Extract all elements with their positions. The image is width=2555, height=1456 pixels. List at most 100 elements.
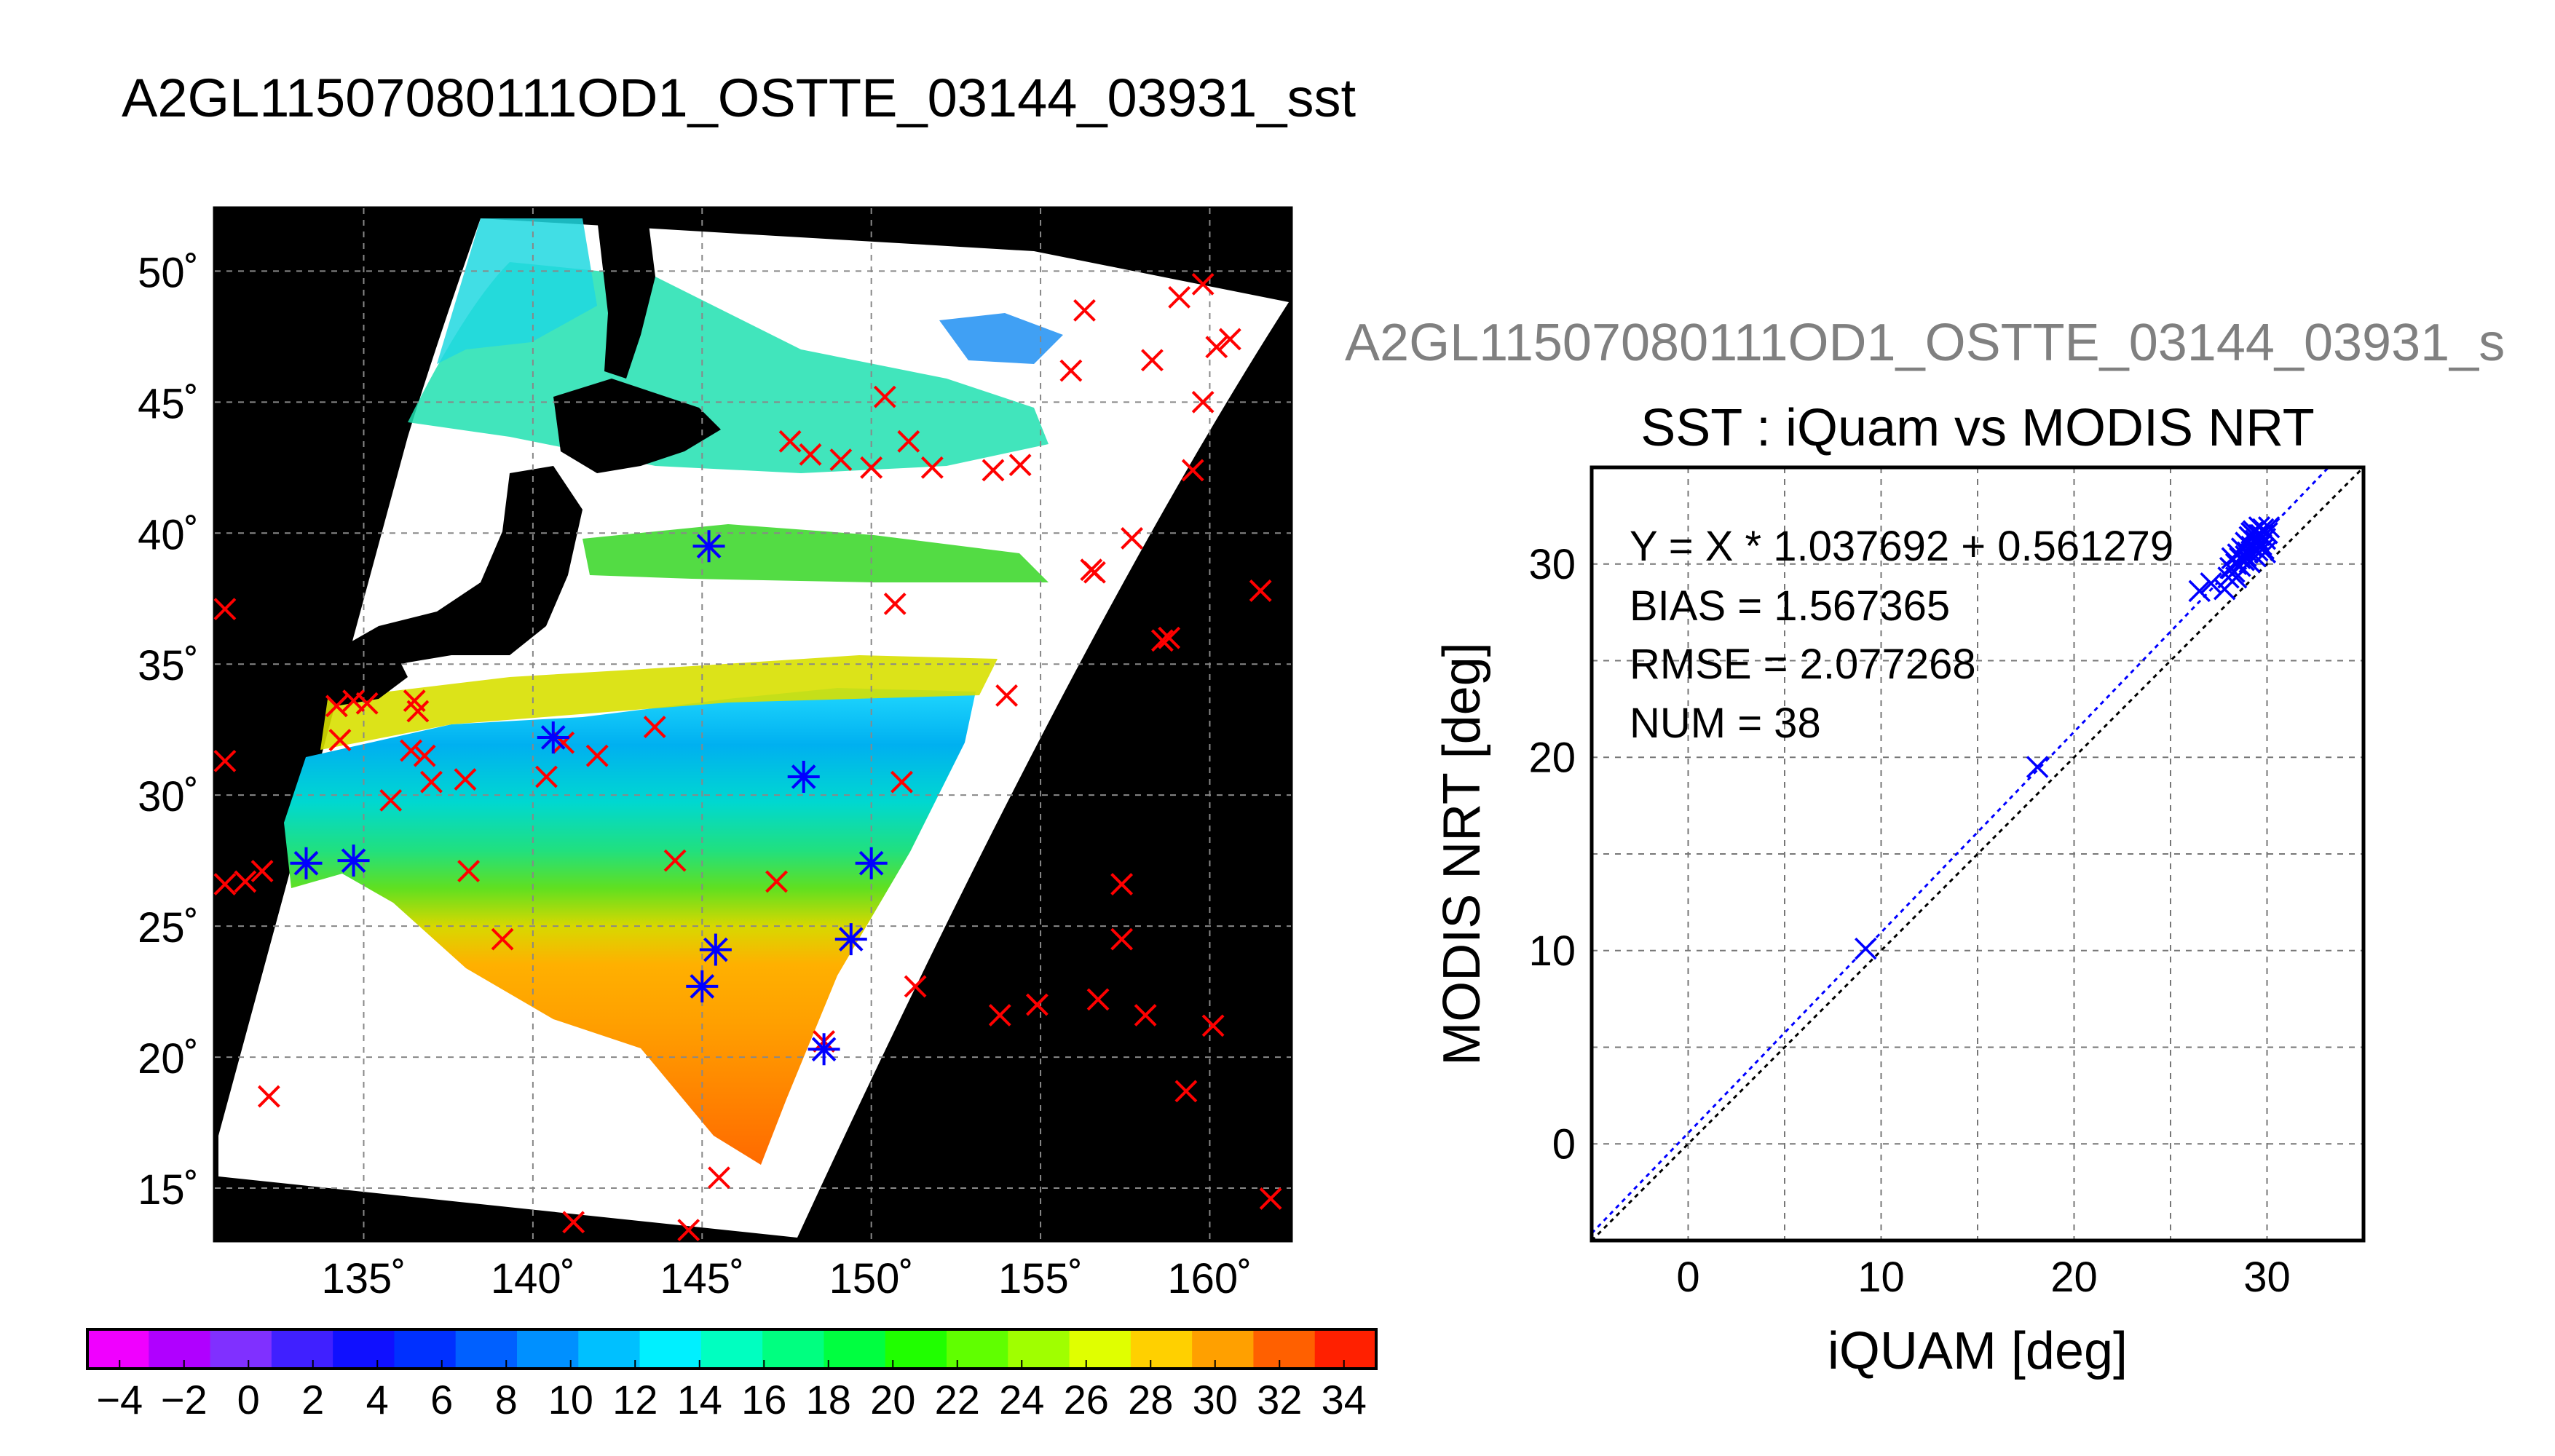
colorbar: −4 −2 0 2 4 6 8 10 12 14 16 18 20 22 24 26 28 30 32 34 xyxy=(86,1328,1378,1423)
matchup-marker xyxy=(873,385,896,408)
valid-matchup-marker xyxy=(834,923,867,956)
sst-mid-region xyxy=(320,655,998,750)
matchup-marker xyxy=(1110,873,1134,895)
y-tick-labels: 0 10 20 30 xyxy=(1528,541,1576,1168)
scatter-panel-title: A2GL11507080111OD1_OSTTE_03144_03931_s xyxy=(1345,314,2505,372)
y-tick-label: 0 xyxy=(1552,1120,1576,1168)
lat-tick-label: 20˚ xyxy=(138,1035,199,1083)
scatter-points xyxy=(1855,516,2280,960)
scatter-point xyxy=(2232,549,2255,571)
scatter-point xyxy=(2235,545,2257,568)
colorbar-tick-label: 30 xyxy=(1193,1377,1238,1423)
matchup-marker xyxy=(982,459,1005,482)
matchup-marker xyxy=(328,729,352,752)
matchup-marker xyxy=(1201,1014,1225,1037)
valid-matchup-marker xyxy=(337,844,370,877)
matchup-marker xyxy=(355,692,379,715)
colorbar-tick-label: 26 xyxy=(1064,1377,1109,1423)
colorbar-tick-label: −4 xyxy=(96,1377,143,1423)
colorbar-frame xyxy=(86,1328,1378,1370)
lon-tick-label: 160˚ xyxy=(1167,1255,1252,1302)
matchup-marker xyxy=(457,860,480,882)
matchup-marker xyxy=(454,768,477,791)
matchup-marker xyxy=(213,749,237,772)
matchup-marker xyxy=(1218,328,1241,351)
matchup-marker xyxy=(413,744,436,767)
colorbar-tick-label: 18 xyxy=(806,1377,851,1423)
x-tick-label: 20 xyxy=(2050,1254,2098,1301)
lat-tick-label: 25˚ xyxy=(138,904,199,951)
colorbar-tick-label: 20 xyxy=(870,1377,915,1423)
lat-tick-label: 40˚ xyxy=(138,511,199,558)
colorbar-cell xyxy=(149,1329,211,1369)
colorbar-cell xyxy=(1192,1329,1255,1369)
matchup-marker xyxy=(325,695,348,718)
valid-matchup-markers xyxy=(290,530,888,1066)
y-tick-label: 20 xyxy=(1528,734,1576,781)
colorbar-tick-label: 8 xyxy=(495,1377,518,1423)
page-title: A2GL11507080111OD1_OSTTE_03144_03931_sst xyxy=(122,68,1357,128)
one-to-one-line xyxy=(1592,467,2364,1241)
plot-grid xyxy=(1592,467,2364,1241)
fit-equation: Y = X * 1.037692 + 0.561279 xyxy=(1630,523,2173,570)
matchup-marker xyxy=(400,739,422,762)
matchup-marker xyxy=(1150,629,1174,652)
matchup-marker xyxy=(1205,336,1228,359)
colorbar-cell xyxy=(947,1329,1009,1369)
matchup-marker xyxy=(1110,927,1134,951)
colorbar-cell xyxy=(700,1329,764,1369)
sst-northwest-region xyxy=(437,218,597,364)
colorbar-cell xyxy=(455,1329,518,1369)
colorbar-cell xyxy=(271,1329,334,1369)
colorbar-cell xyxy=(517,1329,580,1369)
colorbar-cell xyxy=(333,1329,395,1369)
colorbar-cell xyxy=(394,1329,457,1369)
matchup-marker xyxy=(585,744,609,767)
matchup-marker xyxy=(677,1219,700,1242)
lat-tick-label: 50˚ xyxy=(138,249,199,296)
matchup-marker xyxy=(891,770,913,794)
sst-map: 50˚ 45˚ 40˚ 35˚ 30˚ 25˚ 20˚ 15˚ 135˚ 140˚ 145˚ 150… xyxy=(138,206,1293,1302)
colorbar-cell xyxy=(578,1329,641,1369)
valid-matchup-marker xyxy=(290,847,323,879)
matchup-marker xyxy=(213,598,237,621)
valid-matchup-marker xyxy=(855,847,888,879)
y-tick-label: 30 xyxy=(1528,541,1576,588)
lon-tick-labels: 135˚ 140˚ 145˚ 150˚ 155˚ 160˚ xyxy=(321,1255,1252,1302)
matchup-marker xyxy=(1249,579,1272,602)
sst-blue-region xyxy=(939,313,1063,364)
land-honshu xyxy=(328,466,583,677)
matchup-marker xyxy=(234,870,257,893)
matchup-marker xyxy=(491,927,514,951)
colorbar-cell xyxy=(87,1329,150,1369)
colorbar-cell xyxy=(1314,1329,1377,1369)
matchup-marker xyxy=(1008,454,1032,477)
valid-matchup-marker xyxy=(699,933,732,966)
lat-tick-labels: 50˚ 45˚ 40˚ 35˚ 30˚ 25˚ 20˚ 15˚ xyxy=(138,249,199,1214)
matchup-marker xyxy=(765,870,788,893)
matchup-marker xyxy=(1086,988,1110,1011)
colorbar-tick-label: 28 xyxy=(1128,1377,1173,1423)
colorbar-cells xyxy=(87,1329,1377,1369)
valid-matchup-marker xyxy=(807,1033,840,1066)
rmse-text: RMSE = 2.077268 xyxy=(1630,641,1976,688)
valid-matchup-marker xyxy=(537,721,569,753)
matchup-marker xyxy=(778,430,802,453)
matchup-marker xyxy=(379,788,403,812)
matchup-marker xyxy=(1121,527,1143,550)
colorbar-cell xyxy=(639,1329,702,1369)
matchup-marker xyxy=(420,770,443,794)
matchup-marker xyxy=(562,1211,585,1234)
colorbar-tick-labels: −4 −2 0 2 4 6 8 10 12 14 16 18 20 22 24 26 28 30 32 34 xyxy=(96,1360,1367,1423)
colorbar-tick-label: 4 xyxy=(366,1377,389,1423)
matchup-marker xyxy=(1059,359,1083,382)
colorbar-tick-label: 34 xyxy=(1322,1377,1367,1423)
matchup-marker xyxy=(1168,285,1191,309)
scatter-point xyxy=(2254,541,2277,564)
sst-warm-region xyxy=(284,688,976,1165)
x-tick-label: 30 xyxy=(2243,1254,2291,1301)
matchup-marker xyxy=(535,765,558,788)
matchup-marker xyxy=(1259,1187,1282,1210)
colorbar-tick-label: 24 xyxy=(999,1377,1044,1423)
sst-green-region xyxy=(583,524,1049,582)
